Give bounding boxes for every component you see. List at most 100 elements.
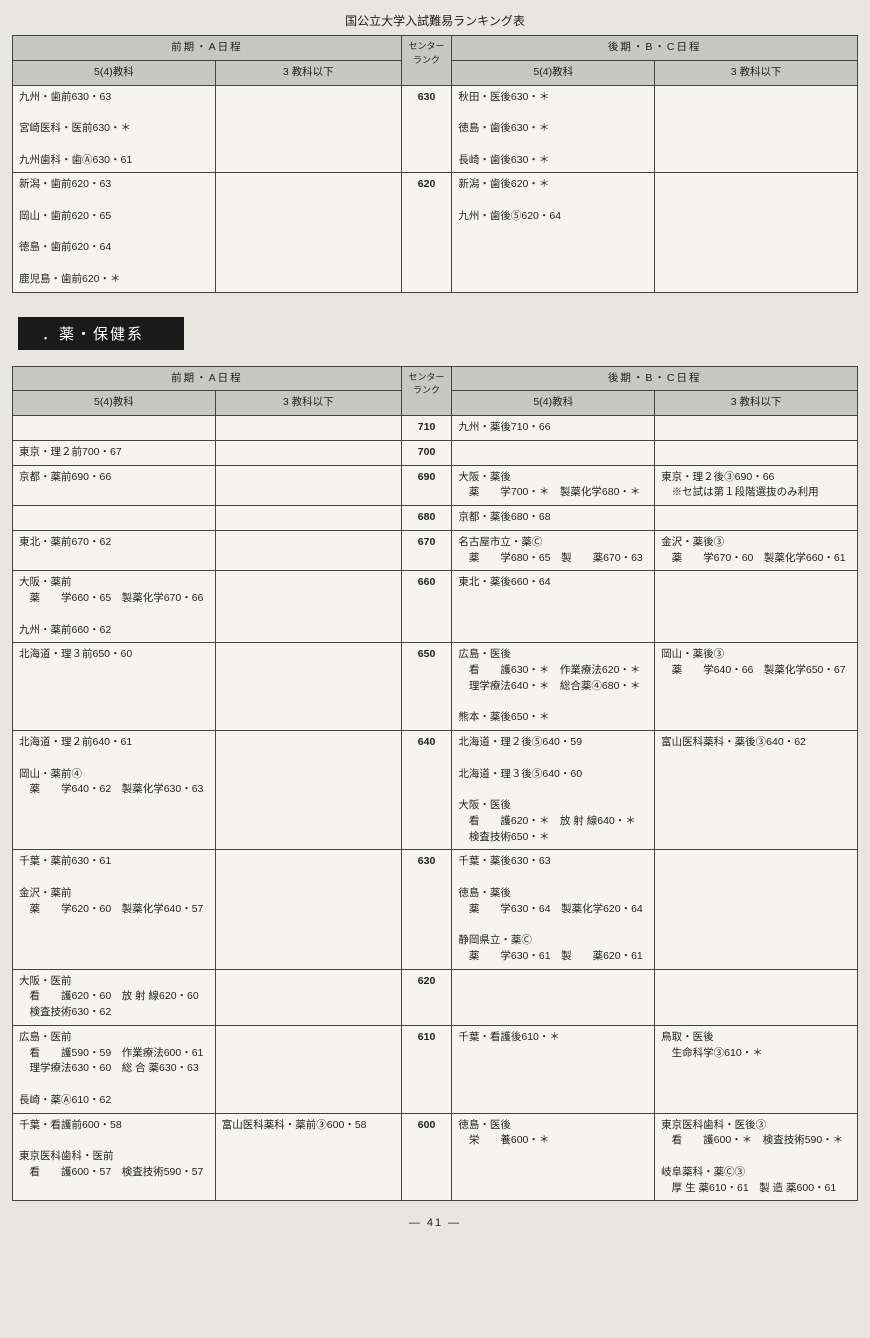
ranking-table-2: 前期・A日程 センター ランク 後期・B・C日程 5(4)教科 3 教科以下 5…	[12, 366, 858, 1202]
hdr2-kouki: 後期・B・C日程	[452, 366, 858, 391]
cell-kouki-3: 東京医科歯科・医後③ 看 護600・＊ 検査技術590・＊ 岐阜薬科・薬Ⓒ③ 厚…	[655, 1113, 858, 1201]
hdr-zenki-54: 5(4)教科	[13, 60, 216, 85]
cell-kouki-54: 新潟・歯後620・＊ 九州・歯後⑤620・64	[452, 173, 655, 292]
hdr-zenki-3: 3 教科以下	[215, 60, 401, 85]
cell-kouki-3	[655, 969, 858, 1025]
cell-zenki-3	[215, 530, 401, 571]
cell-rank: 630	[401, 850, 452, 969]
page-title: 国公立大学入試難易ランキング表	[12, 12, 858, 29]
cell-kouki-3	[655, 416, 858, 441]
cell-kouki-3	[655, 571, 858, 643]
cell-kouki-3	[655, 173, 858, 292]
cell-kouki-54: 千葉・看護後610・＊	[452, 1025, 655, 1113]
cell-kouki-54: 徳島・医後 栄 養600・＊	[452, 1113, 655, 1201]
section-banner: ．薬・保健系	[18, 317, 184, 350]
table-row: 広島・医前 看 護590・59 作業療法600・61 理学療法630・60 総 …	[13, 1025, 858, 1113]
cell-zenki-54: 千葉・看護前600・58 東京医科歯科・医前 看 護600・57 検査技術590…	[13, 1113, 216, 1201]
ranking-table-1: 前期・A日程 センター ランク 後期・B・C日程 5(4)教科 3 教科以下 5…	[12, 35, 858, 293]
hdr-zenki: 前期・A日程	[13, 36, 402, 61]
cell-kouki-54: 秋田・医後630・＊ 徳島・歯後630・＊ 長崎・歯後630・＊	[452, 85, 655, 173]
cell-zenki-3	[215, 969, 401, 1025]
cell-rank: 660	[401, 571, 452, 643]
table-row: 680京都・薬後680・68	[13, 506, 858, 531]
cell-zenki-3	[215, 506, 401, 531]
hdr-center: センター ランク	[401, 36, 452, 86]
cell-kouki-54	[452, 440, 655, 465]
cell-rank: 700	[401, 440, 452, 465]
cell-zenki-54: 東北・薬前670・62	[13, 530, 216, 571]
cell-zenki-54: 新潟・歯前620・63 岡山・歯前620・65 徳島・歯前620・64 鹿児島・…	[13, 173, 216, 292]
cell-rank: 640	[401, 731, 452, 850]
cell-kouki-54: 九州・薬後710・66	[452, 416, 655, 441]
cell-kouki-54: 北海道・理２後⑤640・59 北海道・理３後⑤640・60 大阪・医後 看 護6…	[452, 731, 655, 850]
hdr2-kouki-3: 3 教科以下	[655, 391, 858, 416]
cell-kouki-3: 岡山・薬後③ 薬 学640・66 製薬化学650・67	[655, 643, 858, 731]
cell-zenki-54: 九州・歯前630・63 宮崎医科・医前630・＊ 九州歯科・歯Ⓐ630・61	[13, 85, 216, 173]
table-row: 大阪・薬前 薬 学660・65 製薬化学670・66 九州・薬前660・62 66…	[13, 571, 858, 643]
table-row: 大阪・医前 看 護620・60 放 射 線620・60 検査技術630・62 62…	[13, 969, 858, 1025]
cell-zenki-3	[215, 731, 401, 850]
hdr-kouki-54: 5(4)教科	[452, 60, 655, 85]
cell-kouki-54: 大阪・薬後 薬 学700・＊ 製薬化学680・＊	[452, 465, 655, 506]
cell-zenki-54: 広島・医前 看 護590・59 作業療法600・61 理学療法630・60 総 …	[13, 1025, 216, 1113]
cell-kouki-3: 東京・理２後③690・66 ※セ試は第１段階選抜のみ利用	[655, 465, 858, 506]
cell-zenki-54	[13, 506, 216, 531]
cell-rank: 630	[401, 85, 452, 173]
table-row: 千葉・薬前630・61 金沢・薬前 薬 学620・60 製薬化学640・57 63…	[13, 850, 858, 969]
cell-kouki-3: 鳥取・医後 生命科学③610・＊	[655, 1025, 858, 1113]
table-row: 710九州・薬後710・66	[13, 416, 858, 441]
cell-zenki-54: 大阪・医前 看 護620・60 放 射 線620・60 検査技術630・62	[13, 969, 216, 1025]
cell-zenki-3	[215, 465, 401, 506]
cell-zenki-3: 富山医科薬科・薬前③600・58	[215, 1113, 401, 1201]
table-row: 東京・理２前700・67 700	[13, 440, 858, 465]
cell-kouki-54: 名古屋市立・薬Ⓒ 薬 学680・65 製 薬670・63	[452, 530, 655, 571]
cell-zenki-54: 北海道・理２前640・61 岡山・薬前④ 薬 学640・62 製薬化学630・6…	[13, 731, 216, 850]
cell-rank: 680	[401, 506, 452, 531]
table-row: 京都・薬前690・66 690大阪・薬後 薬 学700・＊ 製薬化学680・＊東京…	[13, 465, 858, 506]
cell-rank: 610	[401, 1025, 452, 1113]
cell-zenki-3	[215, 643, 401, 731]
hdr2-zenki-54: 5(4)教科	[13, 391, 216, 416]
cell-kouki-54: 広島・医後 看 護630・＊ 作業療法620・＊ 理学療法640・＊ 総合薬④6…	[452, 643, 655, 731]
cell-zenki-54: 北海道・理３前650・60	[13, 643, 216, 731]
cell-kouki-54: 東北・薬後660・64	[452, 571, 655, 643]
cell-rank: 690	[401, 465, 452, 506]
table-row: 千葉・看護前600・58 東京医科歯科・医前 看 護600・57 検査技術590…	[13, 1113, 858, 1201]
cell-zenki-54: 京都・薬前690・66	[13, 465, 216, 506]
cell-kouki-54: 千葉・薬後630・63 徳島・薬後 薬 学630・64 製薬化学620・64 静…	[452, 850, 655, 969]
cell-zenki-3	[215, 571, 401, 643]
cell-zenki-3	[215, 440, 401, 465]
hdr2-kouki-54: 5(4)教科	[452, 391, 655, 416]
cell-kouki-3	[655, 850, 858, 969]
table-row: 北海道・理３前650・60650広島・医後 看 護630・＊ 作業療法620・＊…	[13, 643, 858, 731]
cell-rank: 620	[401, 173, 452, 292]
cell-zenki-54: 千葉・薬前630・61 金沢・薬前 薬 学620・60 製薬化学640・57	[13, 850, 216, 969]
cell-rank: 710	[401, 416, 452, 441]
table-row: 北海道・理２前640・61 岡山・薬前④ 薬 学640・62 製薬化学630・6…	[13, 731, 858, 850]
cell-kouki-3: 金沢・薬後③ 薬 学670・60 製薬化学660・61	[655, 530, 858, 571]
cell-zenki-54: 大阪・薬前 薬 学660・65 製薬化学670・66 九州・薬前660・62	[13, 571, 216, 643]
cell-zenki-3	[215, 416, 401, 441]
hdr-kouki: 後期・B・C日程	[452, 36, 858, 61]
table-row: 新潟・歯前620・63 岡山・歯前620・65 徳島・歯前620・64 鹿児島・…	[13, 173, 858, 292]
page-number: ― 41 ―	[12, 1217, 858, 1229]
cell-zenki-3	[215, 85, 401, 173]
cell-kouki-3	[655, 85, 858, 173]
cell-kouki-3	[655, 440, 858, 465]
cell-zenki-54: 東京・理２前700・67	[13, 440, 216, 465]
table-row: 九州・歯前630・63 宮崎医科・医前630・＊ 九州歯科・歯Ⓐ630・61 63…	[13, 85, 858, 173]
cell-zenki-3	[215, 173, 401, 292]
cell-zenki-3	[215, 1025, 401, 1113]
cell-kouki-54	[452, 969, 655, 1025]
cell-zenki-3	[215, 850, 401, 969]
cell-rank: 620	[401, 969, 452, 1025]
cell-kouki-3	[655, 506, 858, 531]
table-row: 東北・薬前670・62 670名古屋市立・薬Ⓒ 薬 学680・65 製 薬670・…	[13, 530, 858, 571]
cell-rank: 670	[401, 530, 452, 571]
hdr2-center: センター ランク	[401, 366, 452, 416]
cell-kouki-3: 富山医科薬科・薬後③640・62	[655, 731, 858, 850]
hdr2-zenki: 前期・A日程	[13, 366, 402, 391]
hdr-kouki-3: 3 教科以下	[655, 60, 858, 85]
hdr2-zenki-3: 3 教科以下	[215, 391, 401, 416]
cell-rank: 600	[401, 1113, 452, 1201]
